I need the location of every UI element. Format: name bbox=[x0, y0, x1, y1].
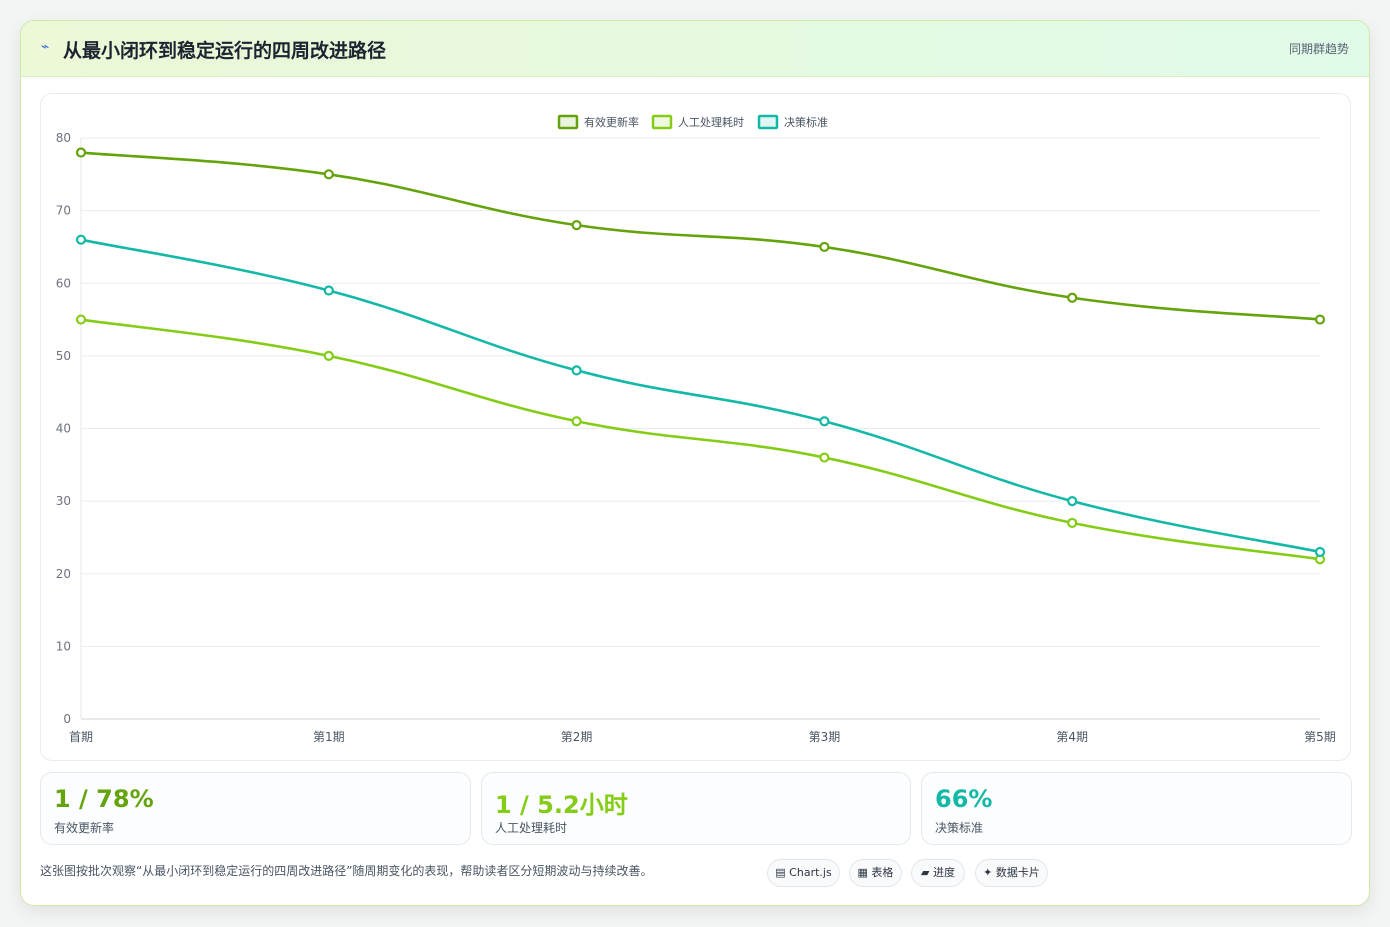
x-tick-label: 第4期 bbox=[1056, 730, 1088, 744]
stat-card-manual-time: 1 / 5.2小时 人工处理耗时 bbox=[481, 772, 911, 845]
legend-label: 有效更新率 bbox=[584, 115, 639, 129]
x-tick-label: 首期 bbox=[69, 730, 93, 744]
legend-label: 决策标准 bbox=[784, 115, 828, 129]
legend-swatch bbox=[757, 114, 779, 130]
y-tick-label: 0 bbox=[63, 712, 71, 726]
pill-chartjs[interactable]: ▤ Chart.js bbox=[767, 859, 840, 887]
stat-value: 1 / 5.2小时 bbox=[495, 791, 628, 819]
data-point bbox=[819, 452, 830, 463]
y-tick-label: 30 bbox=[56, 494, 71, 508]
y-tick-label: 80 bbox=[56, 131, 71, 145]
pill-table[interactable]: ▦ 表格 bbox=[849, 859, 902, 887]
stat-label: 决策标准 bbox=[935, 821, 984, 835]
legend-swatch bbox=[651, 114, 673, 130]
y-tick-label: 20 bbox=[56, 567, 71, 581]
series-line-1 bbox=[80, 318, 1321, 561]
y-tick-label: 50 bbox=[56, 349, 71, 363]
stat-card-decision: 66% 决策标准 bbox=[921, 772, 1352, 845]
stat-value: 1 / 78% bbox=[54, 785, 154, 813]
data-point bbox=[323, 285, 334, 296]
lightning-icon: ⌁ bbox=[41, 39, 50, 55]
data-point bbox=[75, 314, 87, 325]
data-point bbox=[1067, 496, 1078, 507]
data-point bbox=[1067, 517, 1078, 529]
data-point bbox=[819, 416, 830, 427]
footer-description: 这张图按批次观察“从最小闭环到稳定运行的四周改进路径”随周期变化的表现，帮助读者… bbox=[40, 864, 653, 878]
y-tick-label: 70 bbox=[56, 204, 71, 218]
data-point bbox=[1314, 546, 1326, 558]
x-tick-label: 第1期 bbox=[313, 730, 345, 744]
chart-panel: 0 10 20 30 40 50 60 70 80 首期 第1期 第2期 第3期 第4期 第5期 有效更新率 人… bbox=[40, 93, 1351, 761]
stat-label: 有效更新率 bbox=[54, 821, 115, 835]
stat-label: 人工处理耗时 bbox=[495, 821, 568, 835]
pill-data-card[interactable]: ✦ 数据卡片 bbox=[975, 859, 1048, 887]
data-point bbox=[571, 220, 582, 231]
stat-value: 66% bbox=[935, 785, 993, 813]
data-point bbox=[819, 241, 830, 253]
data-point bbox=[75, 234, 87, 245]
y-tick-label: 60 bbox=[56, 276, 71, 290]
series-line-2 bbox=[80, 238, 1321, 554]
page-title: 从最小闭环到稳定运行的四周改进路径 bbox=[63, 40, 387, 62]
data-point bbox=[571, 365, 582, 376]
header-right-label: 同期群趋势 bbox=[1288, 42, 1349, 56]
x-tick-label: 第3期 bbox=[809, 730, 841, 744]
x-tick-label: 第2期 bbox=[561, 730, 593, 744]
legend-swatch bbox=[557, 114, 579, 130]
data-point bbox=[1314, 314, 1326, 325]
line-chart: 0 10 20 30 40 50 60 70 80 首期 第1期 第2期 第3期 第4期 第5期 有效更新率 人… bbox=[56, 114, 1336, 744]
pill-progress[interactable]: ▰ 进度 bbox=[911, 859, 965, 887]
data-point bbox=[571, 416, 582, 427]
data-point bbox=[75, 147, 87, 158]
x-tick-label: 第5期 bbox=[1304, 730, 1336, 744]
y-tick-label: 40 bbox=[56, 422, 71, 436]
card-header: ⌁ 从最小闭环到稳定运行的四周改进路径 同期群趋势 bbox=[21, 21, 1369, 77]
series-line-0 bbox=[80, 151, 1321, 321]
legend-label: 人工处理耗时 bbox=[678, 116, 744, 129]
data-point bbox=[323, 169, 334, 180]
data-point bbox=[1067, 292, 1078, 303]
y-tick-label: 10 bbox=[56, 639, 71, 653]
data-point bbox=[323, 350, 334, 361]
chart-card: ⌁ 从最小闭环到稳定运行的四周改进路径 同期群趋势 0 10 20 30 40 50 60 7… bbox=[20, 20, 1370, 906]
stat-card-update-rate: 1 / 78% 有效更新率 bbox=[40, 772, 471, 845]
